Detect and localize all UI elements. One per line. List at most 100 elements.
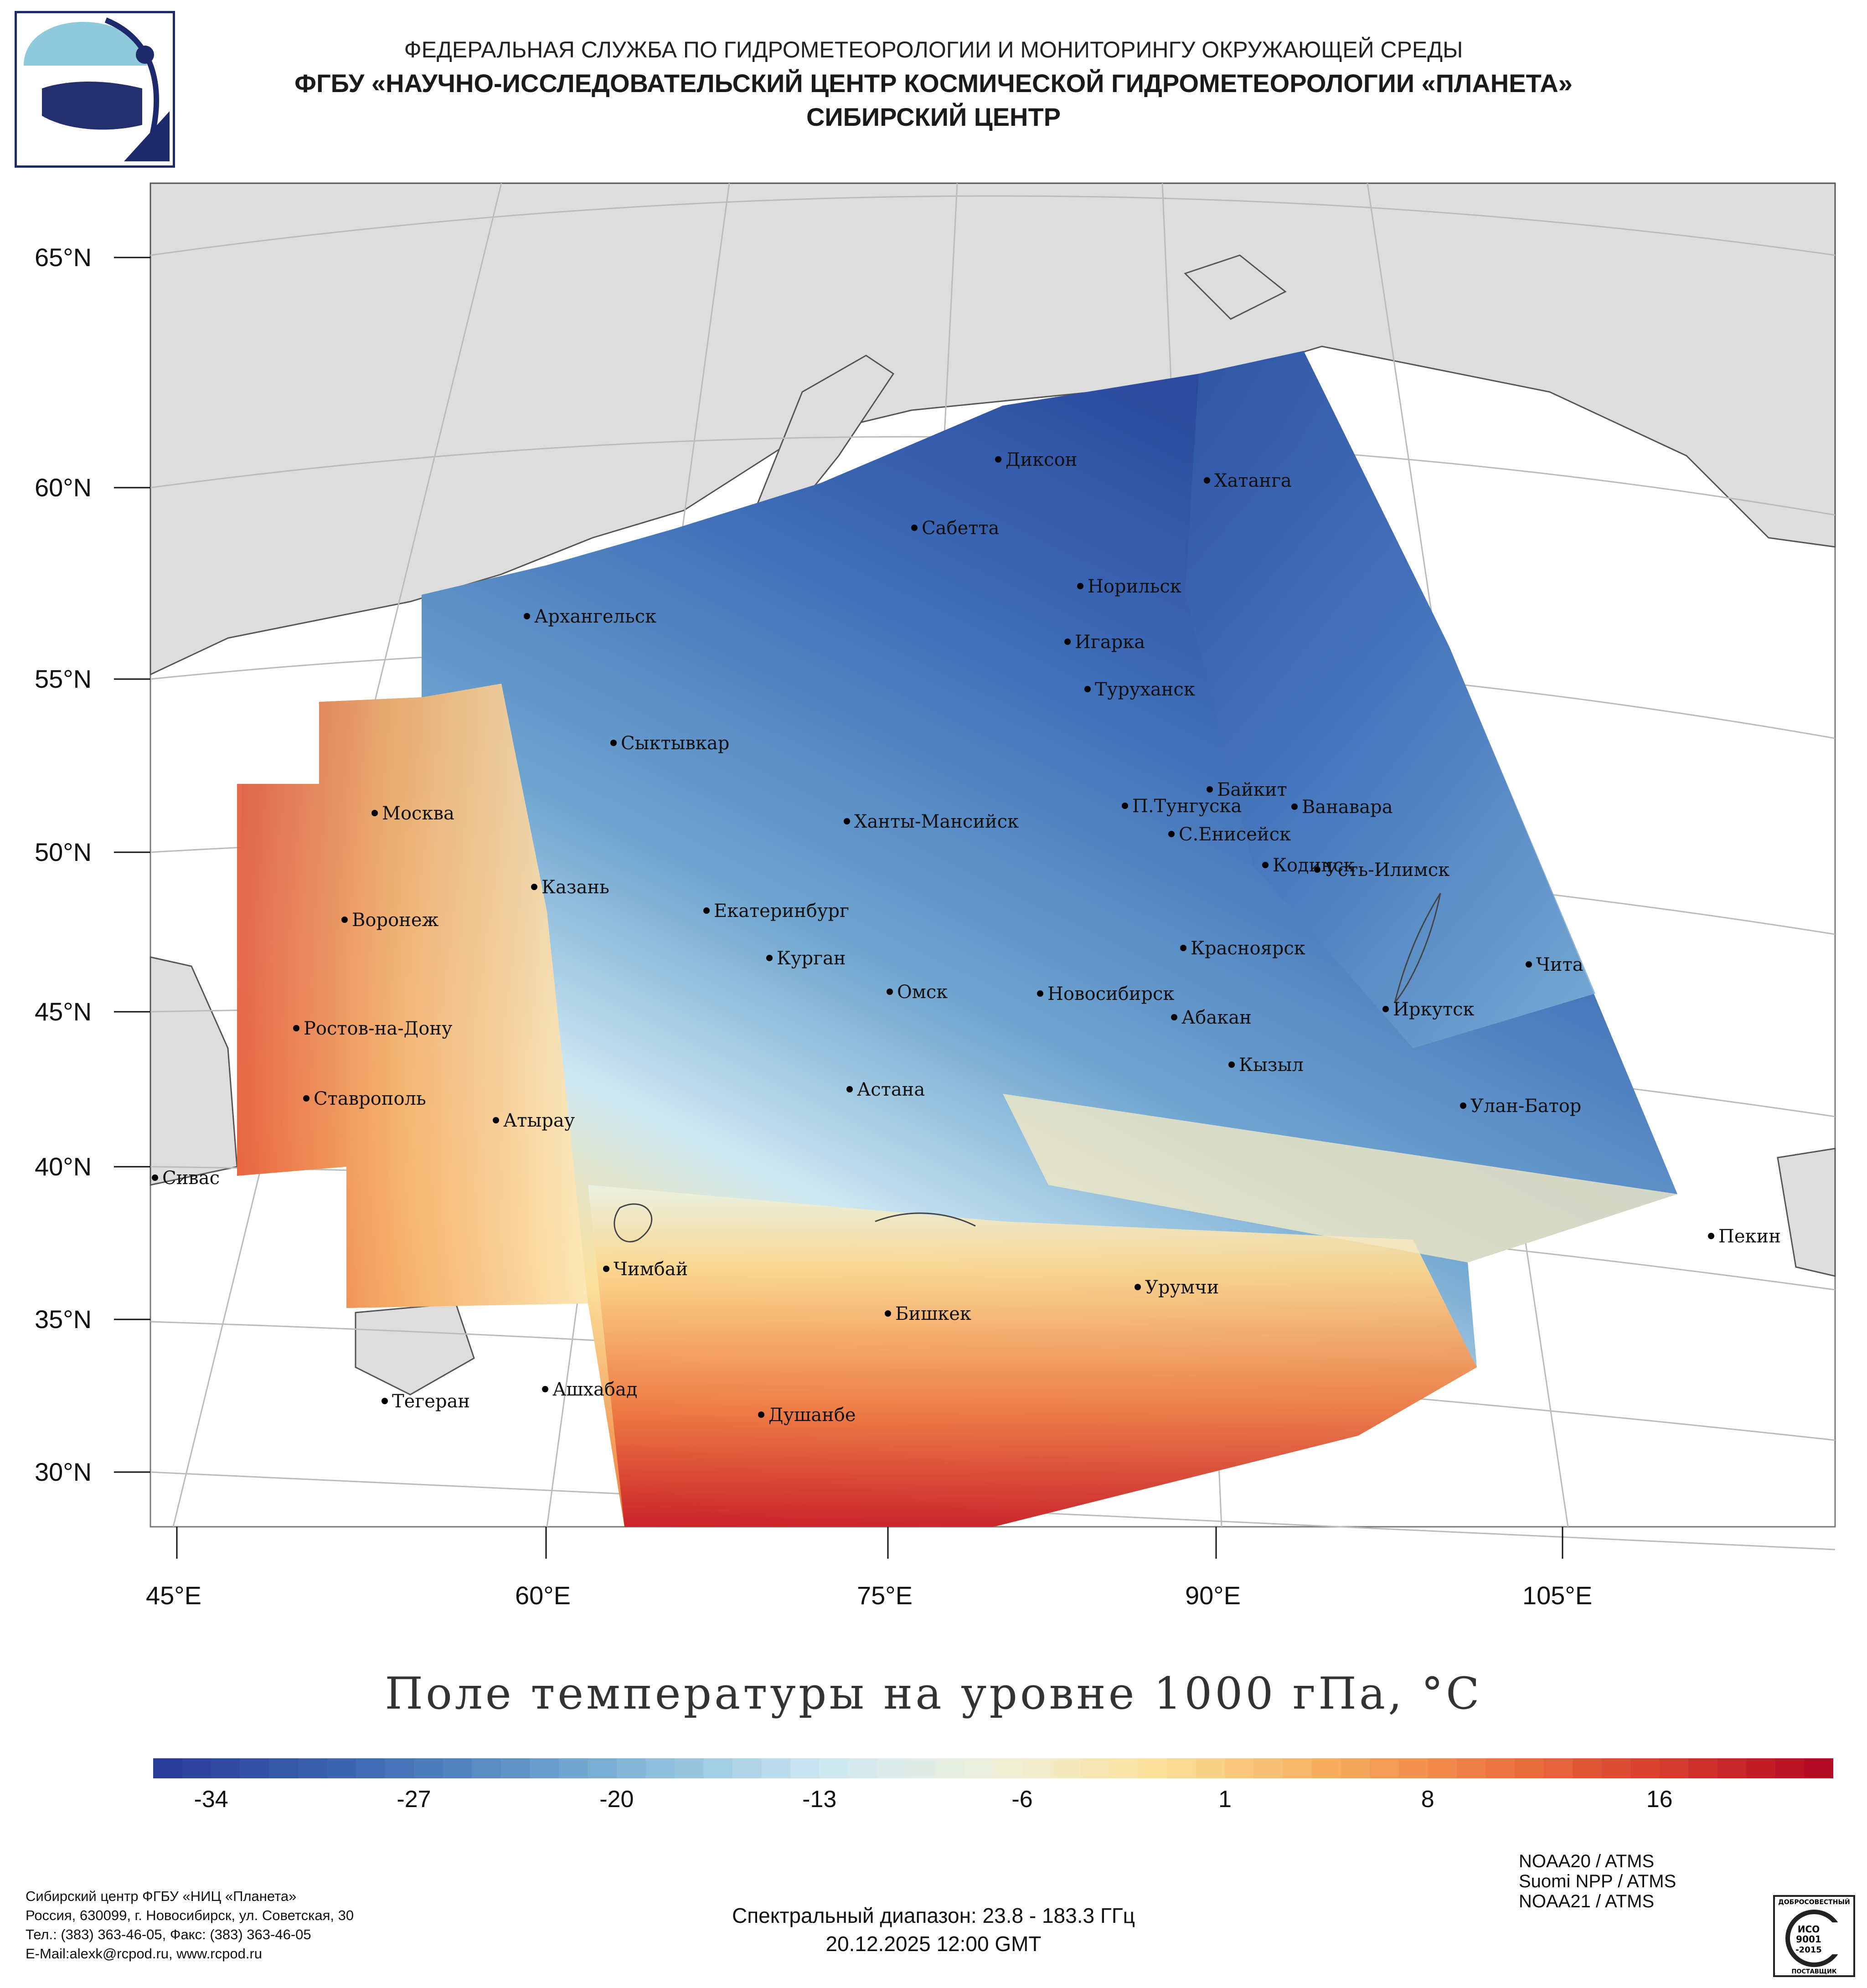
city-label: Норильск [1088, 576, 1181, 597]
colorbar-cell [1543, 1758, 1573, 1778]
colorbar-cell [1804, 1758, 1833, 1778]
city-label: Сивас [162, 1168, 220, 1189]
city-23: Новосибирск [1037, 984, 1174, 1004]
colorbar-cell [211, 1758, 241, 1778]
city-label: Бишкек [895, 1303, 971, 1324]
city-label: Казань [542, 877, 609, 898]
colorbar-tick-label: 1 [1218, 1786, 1232, 1813]
city-dot [1064, 639, 1071, 645]
city-label: Улан-Батор [1470, 1096, 1581, 1117]
lat-label-40: 40°N [35, 1152, 92, 1181]
city-31: Атырау [493, 1110, 575, 1131]
city-dot [1171, 1014, 1177, 1020]
colorbar-cell [298, 1758, 328, 1778]
city-35: Урумчи [1135, 1277, 1219, 1298]
city-17: Екатеринбург [703, 901, 849, 922]
city-dot [887, 989, 893, 995]
city-12: Ханты-Мансийск [844, 811, 1019, 832]
city-15: Усть-Илимск [1314, 860, 1449, 881]
colorbar-cell [1659, 1758, 1689, 1778]
colorbar-cell [877, 1758, 907, 1778]
city-dot [1207, 786, 1213, 793]
lat-label-45: 45°N [35, 997, 92, 1026]
city-dot [1262, 862, 1269, 868]
city-dot [610, 740, 617, 746]
city-dot [371, 810, 378, 816]
city-dot [382, 1398, 388, 1404]
city-label: П.Тунгуска [1132, 796, 1242, 817]
city-label: Ханты-Мансийск [854, 811, 1019, 832]
colorbar-cell [500, 1758, 530, 1778]
colorbar-cell [674, 1758, 704, 1778]
city-label: Курган [777, 948, 846, 969]
colorbar-tick-label: -27 [397, 1786, 431, 1813]
colorbar-cell [443, 1758, 472, 1778]
colorbar-cell [1196, 1758, 1226, 1778]
colorbar-cell [1370, 1758, 1399, 1778]
colorbar-cell [588, 1758, 617, 1778]
colorbar-cell [848, 1758, 878, 1778]
colorbar-cell [703, 1758, 733, 1778]
colorbar-cell [1022, 1758, 1052, 1778]
colorbar-cell [385, 1758, 414, 1778]
colorbar-cell [153, 1758, 183, 1778]
lat-label-60: 60°N [35, 473, 92, 502]
lat-label-35: 35°N [35, 1305, 92, 1334]
city-dot [341, 917, 348, 923]
city-dot [1077, 583, 1083, 589]
header-center: СИБИРСКИЙ ЦЕНТР [806, 103, 1061, 131]
city-5: Игарка [1064, 632, 1145, 653]
city-14: Кодинск [1262, 855, 1355, 876]
org-line: Тел.: (383) 363-46-05, Факс: (383) 363-4… [26, 1926, 311, 1942]
city-label: Иркутск [1393, 999, 1475, 1020]
city-label: Чита [1536, 954, 1583, 975]
city-9: Москва [371, 803, 454, 824]
city-label: Екатеринбург [714, 901, 849, 922]
colorbar-cell [616, 1758, 646, 1778]
colorbar-cell [558, 1758, 588, 1778]
colorbar-cell [1630, 1758, 1660, 1778]
city-dot [885, 1310, 891, 1317]
header-institute: ФГБУ «НАУЧНО-ИССЛЕДОВАТЕЛЬСКИЙ ЦЕНТР КОС… [294, 69, 1573, 98]
colorbar-cell [1167, 1758, 1197, 1778]
city-39: Душанбе [758, 1405, 856, 1426]
iso-badge-year: -2015 [1795, 1945, 1822, 1955]
city-label: Архангельск [534, 606, 656, 627]
city-label: Чимбай [614, 1259, 688, 1280]
colorbar-cell [1485, 1758, 1515, 1778]
colorbar-cell [964, 1758, 994, 1778]
city-dot [531, 884, 537, 890]
colorbar-cell [1109, 1758, 1139, 1778]
colorbar-tick-label: -34 [194, 1786, 228, 1813]
city-19: Красноярск [1180, 938, 1305, 959]
colorbar-tick-label: -13 [802, 1786, 837, 1813]
org-line: Россия, 630099, г. Новосибирск, ул. Сове… [26, 1907, 354, 1923]
colorbar-tick-label: -6 [1011, 1786, 1033, 1813]
city-33: Пекин [1708, 1226, 1781, 1247]
city-label: Новосибирск [1047, 984, 1174, 1004]
colorbar [153, 1758, 1833, 1778]
colorbar-cell [1312, 1758, 1341, 1778]
colorbar-cell [240, 1758, 270, 1778]
longitude-axis [176, 1527, 1563, 1559]
colorbar-cell [1428, 1758, 1457, 1778]
colorbar-cell [1746, 1758, 1776, 1778]
iso-badge-bottom: ПОСТАВЩИК [1791, 1968, 1836, 1975]
temperature-swath [237, 351, 1677, 1527]
colorbar-tick-label: -20 [599, 1786, 634, 1813]
city-label: Урумчи [1145, 1277, 1219, 1298]
city-label: Кызыл [1239, 1055, 1304, 1076]
lon-label-45: 45°E [146, 1581, 202, 1610]
land-areas [150, 182, 1836, 1396]
city-4: Архангельск [524, 606, 656, 627]
colorbar-cell [732, 1758, 762, 1778]
city-38: Тегеран [382, 1391, 470, 1412]
city-32: Сивас [152, 1168, 220, 1189]
colorbar-cell [1225, 1758, 1254, 1778]
colorbar-cell [1456, 1758, 1486, 1778]
colorbar-cell [413, 1758, 444, 1778]
header-agency: ФЕДЕРАЛЬНАЯ СЛУЖБА ПО ГИДРОМЕТЕОРОЛОГИИ … [404, 37, 1463, 62]
city-label: Москва [382, 803, 454, 824]
colorbar-cell [1514, 1758, 1544, 1778]
